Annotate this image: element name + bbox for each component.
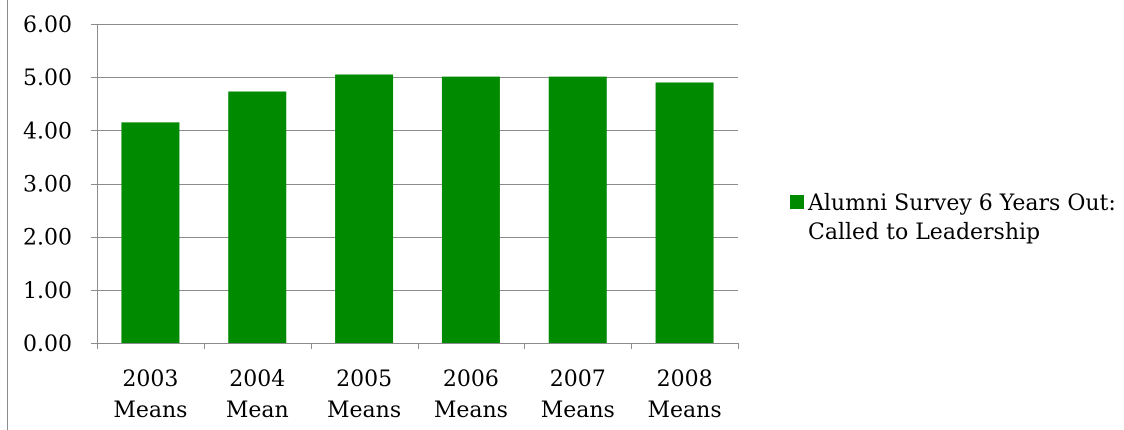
y-tick-label-5: 5.00 [23,66,72,91]
legend-label: Alumni Survey 6 Years Out: Called to Lead… [807,191,1116,245]
bar-2007 [548,76,607,343]
bar-2008 [655,82,714,343]
y-tick-label-3: 3.00 [23,173,72,198]
gridlines [97,24,738,291]
axes [91,24,739,349]
x-tick-label-2004: 2004 Mean [226,367,289,423]
bar-2005 [335,74,394,343]
x-tick-label-2007: 2007 Means [541,367,615,423]
bars [121,74,714,343]
y-tick-label-1: 1.00 [23,279,72,304]
x-tick-label-2008: 2008 Means [648,367,722,423]
legend-swatch [790,195,804,209]
x-tick-label-2003: 2003 Means [113,367,187,423]
bar-2004 [228,91,287,343]
y-tick-label-4: 4.00 [23,119,72,144]
x-tick-label-2006: 2006 Means [434,367,508,423]
y-tick-label-6: 6.00 [23,13,72,38]
y-tick-label-2: 2.00 [23,226,72,251]
bar-2006 [441,76,500,343]
x-tick-labels: 2003 Means 2004 Mean 2005 Means 2006 Means 2007 M… [113,367,721,423]
x-tick-label-2005: 2005 Means [327,367,401,423]
legend: Alumni Survey 6 Years Out: Called to Lead… [790,191,1116,245]
y-tick-label-0: 0.00 [23,332,72,357]
bar-2003 [121,122,180,343]
y-tick-labels: 0.00 1.00 2.00 3.00 4.00 5.00 6.00 [23,13,72,357]
